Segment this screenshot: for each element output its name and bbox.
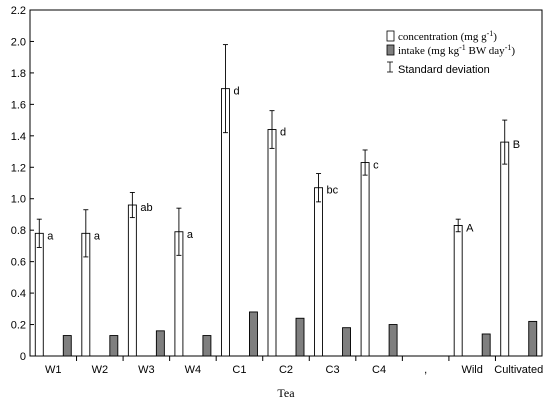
significance-label: a [47,230,54,242]
bar-intake [388,324,398,357]
significance-label: ab [140,202,152,214]
bar-concentration [360,162,370,357]
x-tick-label: W4 [185,364,202,376]
bar-marks: a a ab a d d bc c A B [34,44,538,357]
x-tick-label: W2 [92,364,109,376]
y-tick-label: 0.2 [11,320,26,332]
x-axis-ticks: W1 W2 W3 W4 C1 C2 C3 C4, Wild Cultivated [45,356,543,376]
x-axis-title: Tea [277,386,295,400]
legend-concentration-tail: ) [493,31,497,43]
bar-intake [202,335,212,357]
bar-concentration [34,232,44,357]
legend-concentration-text: concentration (mg g [398,31,487,43]
legend-label-concentration: concentration (mg g-1) [398,29,497,43]
y-tick-label: 1.2 [11,162,26,174]
x-tick-label: C4 [372,364,386,376]
y-tick-label: 1.8 [11,68,26,80]
x-tick-label: W3 [138,364,155,376]
y-tick-label: 0.4 [11,288,26,300]
bar-concentration [127,204,137,357]
legend-swatch-concentration [386,30,395,42]
significance-label: d [233,86,239,98]
y-tick-label: 0 [20,351,26,363]
x-tick-label: Cultivated [494,364,543,376]
significance-label: A [466,222,474,234]
bar-intake [249,311,258,357]
y-tick-label: 1.0 [11,194,26,206]
legend-concentration-sup: -1 [487,29,494,38]
y-tick-label: 0.6 [11,257,26,269]
y-tick-label: 2.2 [11,5,26,17]
bar-intake [155,330,165,357]
bar-intake [342,327,351,357]
bar-intake [62,335,72,357]
legend-intake-tail: ) [511,45,515,57]
bar-intake [481,333,491,357]
y-tick-label: 1.6 [11,99,26,111]
bar-concentration [314,187,323,357]
significance-label: bc [327,185,339,197]
x-tick-label: W1 [45,364,62,376]
significance-label: c [373,160,379,172]
x-tick-label: , [424,364,427,376]
y-tick-label: 1.4 [11,131,26,143]
x-tick-label: Wild [461,364,482,376]
legend-intake-sup2: -1 [505,43,512,52]
bar-intake [528,320,538,357]
legend-label-intake: intake (mg kg-1 BW day-1) [398,43,515,57]
legend: concentration (mg g-1) intake (mg kg-1 B… [386,29,515,76]
bar-concentration [267,129,277,357]
legend-label-std-dev: Standard deviation [398,64,490,76]
bar-concentration [500,141,510,357]
legend-intake-text: intake (mg kg [398,45,460,57]
plot-frame [29,9,543,357]
bar-intake [295,317,305,357]
y-tick-label: 0.8 [11,225,26,237]
bar-intake [109,335,119,357]
legend-errorbar-icon [387,61,393,73]
x-tick-label: C2 [279,364,293,376]
bar-concentration [453,225,463,357]
y-tick-label: 2.0 [11,36,26,48]
x-tick-label: C1 [232,364,246,376]
legend-intake-sup: -1 [459,43,466,52]
x-tick-label: C3 [326,364,340,376]
significance-label: d [280,127,286,139]
significance-label: B [513,139,520,151]
legend-swatch-intake [386,44,395,56]
y-axis-ticks: 0 0.2 0.4 0.6 0.8 1.0 1.2 1.4 1.6 1.8 2.0 2.2 [11,5,34,363]
significance-label: a [94,230,101,242]
legend-intake-mid: BW day [466,45,505,57]
significance-label: a [187,229,194,241]
